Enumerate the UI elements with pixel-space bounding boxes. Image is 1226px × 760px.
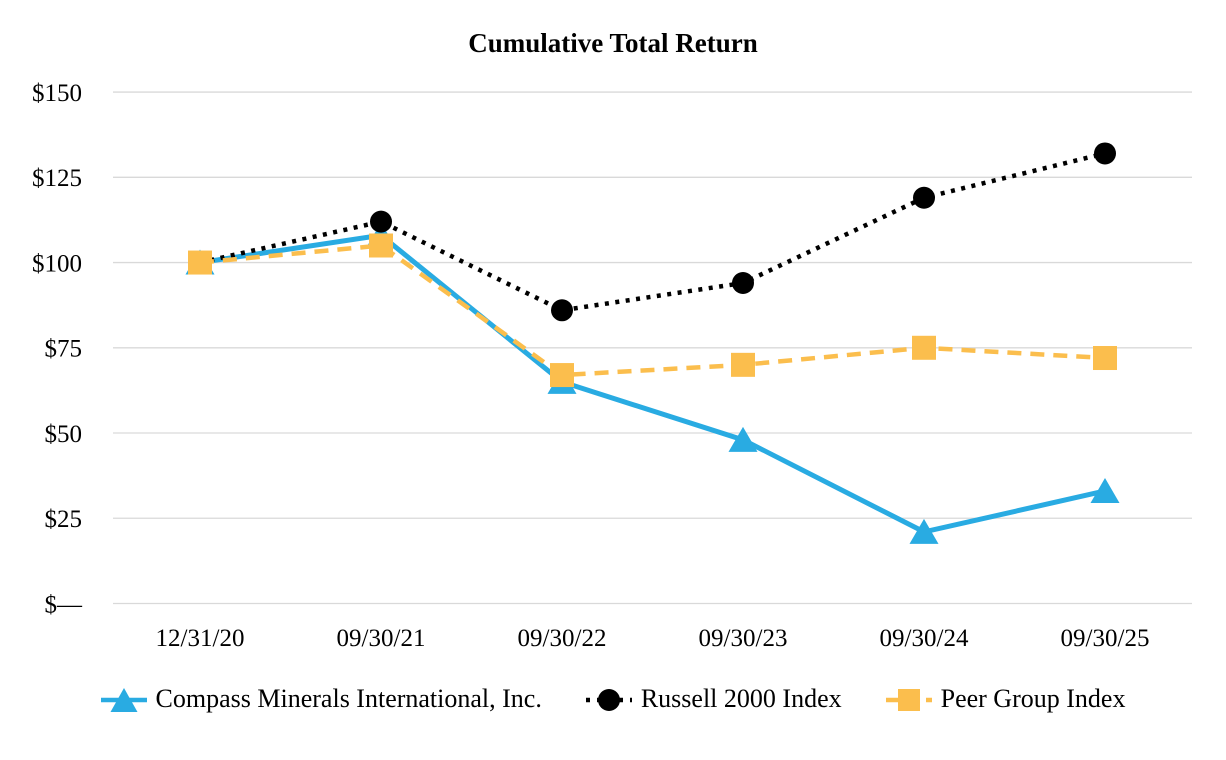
circle-marker	[370, 210, 392, 233]
x-tick-label: 12/31/20	[156, 625, 245, 652]
square-marker	[731, 352, 755, 377]
series-russell-2000-index	[189, 142, 1116, 322]
legend-label: Compass Minerals International, Inc.	[155, 684, 542, 713]
series-line-compass-minerals-international-inc	[199, 232, 1106, 535]
legend-circle-marker-icon	[585, 689, 632, 711]
circle-marker	[913, 186, 935, 209]
legend-label: Peer Group Index	[940, 684, 1126, 713]
series-line-russell-2000-index	[199, 151, 1106, 313]
legend: Compass Minerals International, Inc. Russ…	[0, 684, 1226, 714]
x-tick-label: 09/30/25	[1061, 625, 1150, 652]
triangle-marker	[909, 518, 939, 544]
triangle-marker	[728, 426, 758, 452]
y-tick-label: $50	[45, 421, 83, 448]
square-marker	[369, 233, 393, 258]
x-tick-label: 09/30/24	[880, 625, 969, 652]
circle-marker	[1094, 142, 1116, 165]
series-compass-minerals-international-inc	[185, 222, 1120, 544]
series-peer-group-index	[188, 233, 1117, 388]
x-axis-labels: 12/31/20 09/30/21 09/30/22 09/30/23 09/30/24…	[156, 625, 1150, 652]
legend-square-marker-icon	[885, 689, 932, 711]
circle-marker	[732, 272, 754, 295]
legend-label: Russell 2000 Index	[640, 684, 842, 713]
chart-title: Cumulative Total Return	[468, 28, 758, 58]
legend-item-peer-group-index: Peer Group Index	[885, 684, 1126, 714]
square-marker	[188, 250, 212, 275]
y-axis-labels: $— $25 $50 $75 $100 $125 $150	[32, 80, 83, 618]
x-tick-label: 09/30/23	[699, 625, 788, 652]
square-marker	[550, 363, 574, 388]
y-tick-label: $25	[45, 506, 83, 533]
y-tick-label: $100	[32, 250, 82, 277]
circle-marker	[551, 299, 573, 322]
legend-item-russell-2000-index: Russell 2000 Index	[585, 684, 842, 714]
gridlines	[113, 91, 1192, 605]
series-line-peer-group-index	[199, 243, 1106, 378]
x-tick-label: 09/30/22	[518, 625, 607, 652]
legend-item-compass-minerals-international-inc: Compass Minerals International, Inc.	[100, 684, 542, 714]
y-tick-label: $—	[45, 591, 84, 618]
square-marker	[912, 335, 936, 360]
triangle-marker	[1090, 477, 1120, 503]
square-marker	[1093, 346, 1117, 371]
y-tick-label: $75	[45, 336, 83, 363]
y-tick-label: $150	[32, 80, 82, 107]
legend-triangle-marker-icon	[100, 688, 147, 712]
x-tick-label: 09/30/21	[337, 625, 426, 652]
y-tick-label: $125	[32, 165, 82, 192]
